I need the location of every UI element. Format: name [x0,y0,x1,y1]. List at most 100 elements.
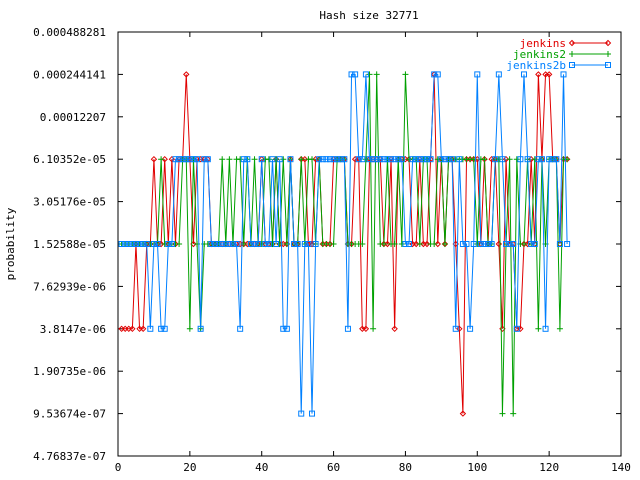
data-point-square [273,241,280,247]
data-point-square [337,156,344,163]
data-point-square [215,241,222,247]
data-point-square [186,156,193,163]
y-tick-label: 0.000488281 [33,26,106,39]
data-point-diamond [139,325,147,333]
data-point-square [323,156,330,163]
y-tick-label: 0.00012207 [40,111,106,124]
data-point-square [485,241,492,247]
data-point-square [538,156,545,163]
data-point-square [258,156,265,163]
data-point-plus [280,156,287,163]
data-point-plus [273,156,280,163]
data-point-square [291,241,298,247]
data-point-square [495,71,502,78]
data-point-square [161,325,168,332]
data-point-square [280,325,287,332]
data-point-square [560,71,567,78]
x-tick-label: 20 [183,461,196,474]
data-point-square [416,156,423,163]
data-point-diamond [517,325,524,333]
series-layer [118,71,571,417]
data-point-plus [362,156,369,163]
data-point-plus [605,51,611,57]
data-point-square [449,156,456,163]
data-point-square [344,325,351,332]
data-point-square [456,156,463,163]
data-point-square [373,156,380,163]
data-point-square [477,241,484,247]
series-jenkins2b [118,71,571,417]
x-tick-label: 140 [611,461,631,474]
data-point-square [549,156,556,163]
data-point-diamond [604,39,612,47]
data-point-plus [269,241,276,247]
data-point-square [172,156,179,163]
data-point-diamond [423,240,431,248]
data-point-diamond [157,240,165,248]
data-point-square [143,241,150,247]
data-point-plus [359,241,366,247]
data-point-plus [176,241,183,247]
data-point-plus [258,241,265,247]
data-point-square [194,156,201,163]
data-point-square [129,241,136,247]
data-point-square [301,241,308,247]
data-point-diamond [434,240,441,248]
data-point-square [513,325,520,332]
data-point-plus [380,241,387,247]
data-point-plus [366,71,373,78]
data-point-square [556,241,563,247]
data-point-square [391,156,398,163]
data-point-square [201,156,208,163]
data-point-diamond [568,39,576,47]
data-point-diamond [129,325,136,333]
data-point-square [222,241,229,247]
data-point-plus [398,241,405,247]
data-point-square [423,156,430,163]
data-point-diamond [527,155,535,163]
data-point-square [564,241,571,247]
y-tick-label: 6.10352e-05 [33,153,106,166]
data-point-square [398,156,405,163]
data-point-square [377,156,384,163]
data-point-square [276,156,283,163]
data-point-square [154,241,161,247]
data-point-plus [499,410,506,417]
data-point-square [420,156,427,163]
data-point-square [569,62,575,68]
data-point-plus [370,325,377,332]
data-point-square [517,156,524,163]
data-point-square [240,156,247,163]
y-tick-label: 1.52588e-05 [33,238,106,251]
data-point-square [132,241,139,247]
y-tick-label: 3.05176e-05 [33,196,106,209]
data-point-square [265,241,272,247]
data-point-square [190,156,197,163]
data-point-plus [506,156,513,163]
data-point-plus [441,241,448,247]
data-point-square [212,241,219,247]
data-point-diamond [391,325,398,333]
data-point-plus [186,325,193,332]
data-point-plus [569,51,575,57]
data-point-diamond [150,155,158,163]
data-point-plus [416,241,423,247]
data-point-square [204,156,211,163]
legend-label: jenkins [520,37,566,50]
data-point-square [183,156,190,163]
data-point-square [542,325,549,332]
data-point-square [294,241,301,247]
data-point-square [158,325,165,332]
data-point-diamond [545,71,553,78]
data-point-plus [298,156,305,163]
data-point-plus [402,71,409,78]
data-point-square [546,156,553,163]
data-point-diamond [535,71,542,78]
x-tick-label: 0 [115,461,122,474]
data-point-plus [265,156,272,163]
data-point-square [341,156,348,163]
data-point-square [309,410,316,417]
data-point-square [427,156,434,163]
data-point-square [197,325,204,332]
